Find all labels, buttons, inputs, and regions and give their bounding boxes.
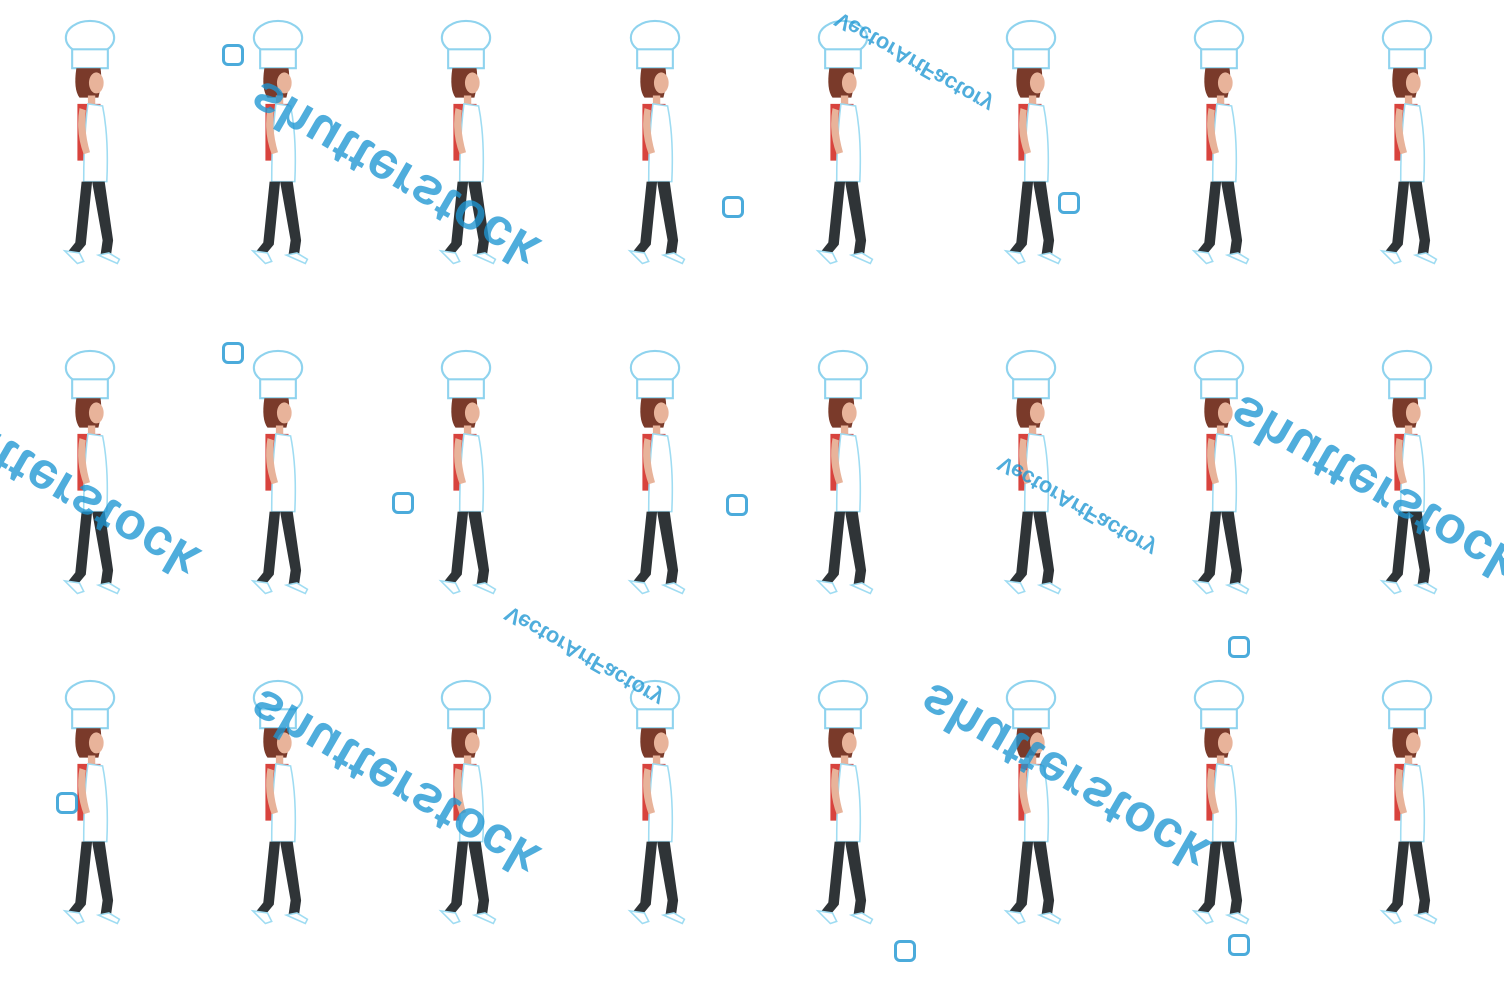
shutterstock-logo-icon bbox=[222, 342, 244, 364]
sprite-frame bbox=[1192, 679, 1250, 925]
sprite-frame bbox=[628, 349, 686, 595]
sprite-frame bbox=[251, 679, 309, 925]
sprite-frame bbox=[63, 19, 121, 265]
sprite-frame bbox=[439, 19, 497, 265]
sprite-frame bbox=[816, 349, 874, 595]
sprite-frame bbox=[1004, 19, 1062, 265]
sprite-frame bbox=[1380, 679, 1438, 925]
shutterstock-logo-icon bbox=[726, 494, 748, 516]
sprite-frame bbox=[1192, 19, 1250, 265]
sprite-frame bbox=[816, 679, 874, 925]
sprite-frame bbox=[816, 19, 874, 265]
sprite-frame bbox=[1004, 679, 1062, 925]
shutterstock-logo-icon bbox=[722, 196, 744, 218]
sprite-frame bbox=[439, 679, 497, 925]
sprite-frame bbox=[1192, 349, 1250, 595]
sprite-frame bbox=[251, 349, 309, 595]
shutterstock-logo-icon bbox=[1228, 636, 1250, 658]
sprite-frame bbox=[251, 19, 309, 265]
sprite-frame bbox=[1380, 19, 1438, 265]
shutterstock-logo-icon bbox=[56, 792, 78, 814]
shutterstock-logo-icon bbox=[392, 492, 414, 514]
sprite-frame bbox=[1380, 349, 1438, 595]
shutterstock-logo-icon bbox=[1058, 192, 1080, 214]
sprite-frame bbox=[628, 679, 686, 925]
sprite-frame bbox=[63, 349, 121, 595]
sprite-frame bbox=[628, 19, 686, 265]
sprite-frame bbox=[1004, 349, 1062, 595]
shutterstock-logo-icon bbox=[222, 44, 244, 66]
shutterstock-logo-icon bbox=[1228, 934, 1250, 956]
sprite-frame bbox=[439, 349, 497, 595]
shutterstock-logo-icon bbox=[894, 940, 916, 962]
